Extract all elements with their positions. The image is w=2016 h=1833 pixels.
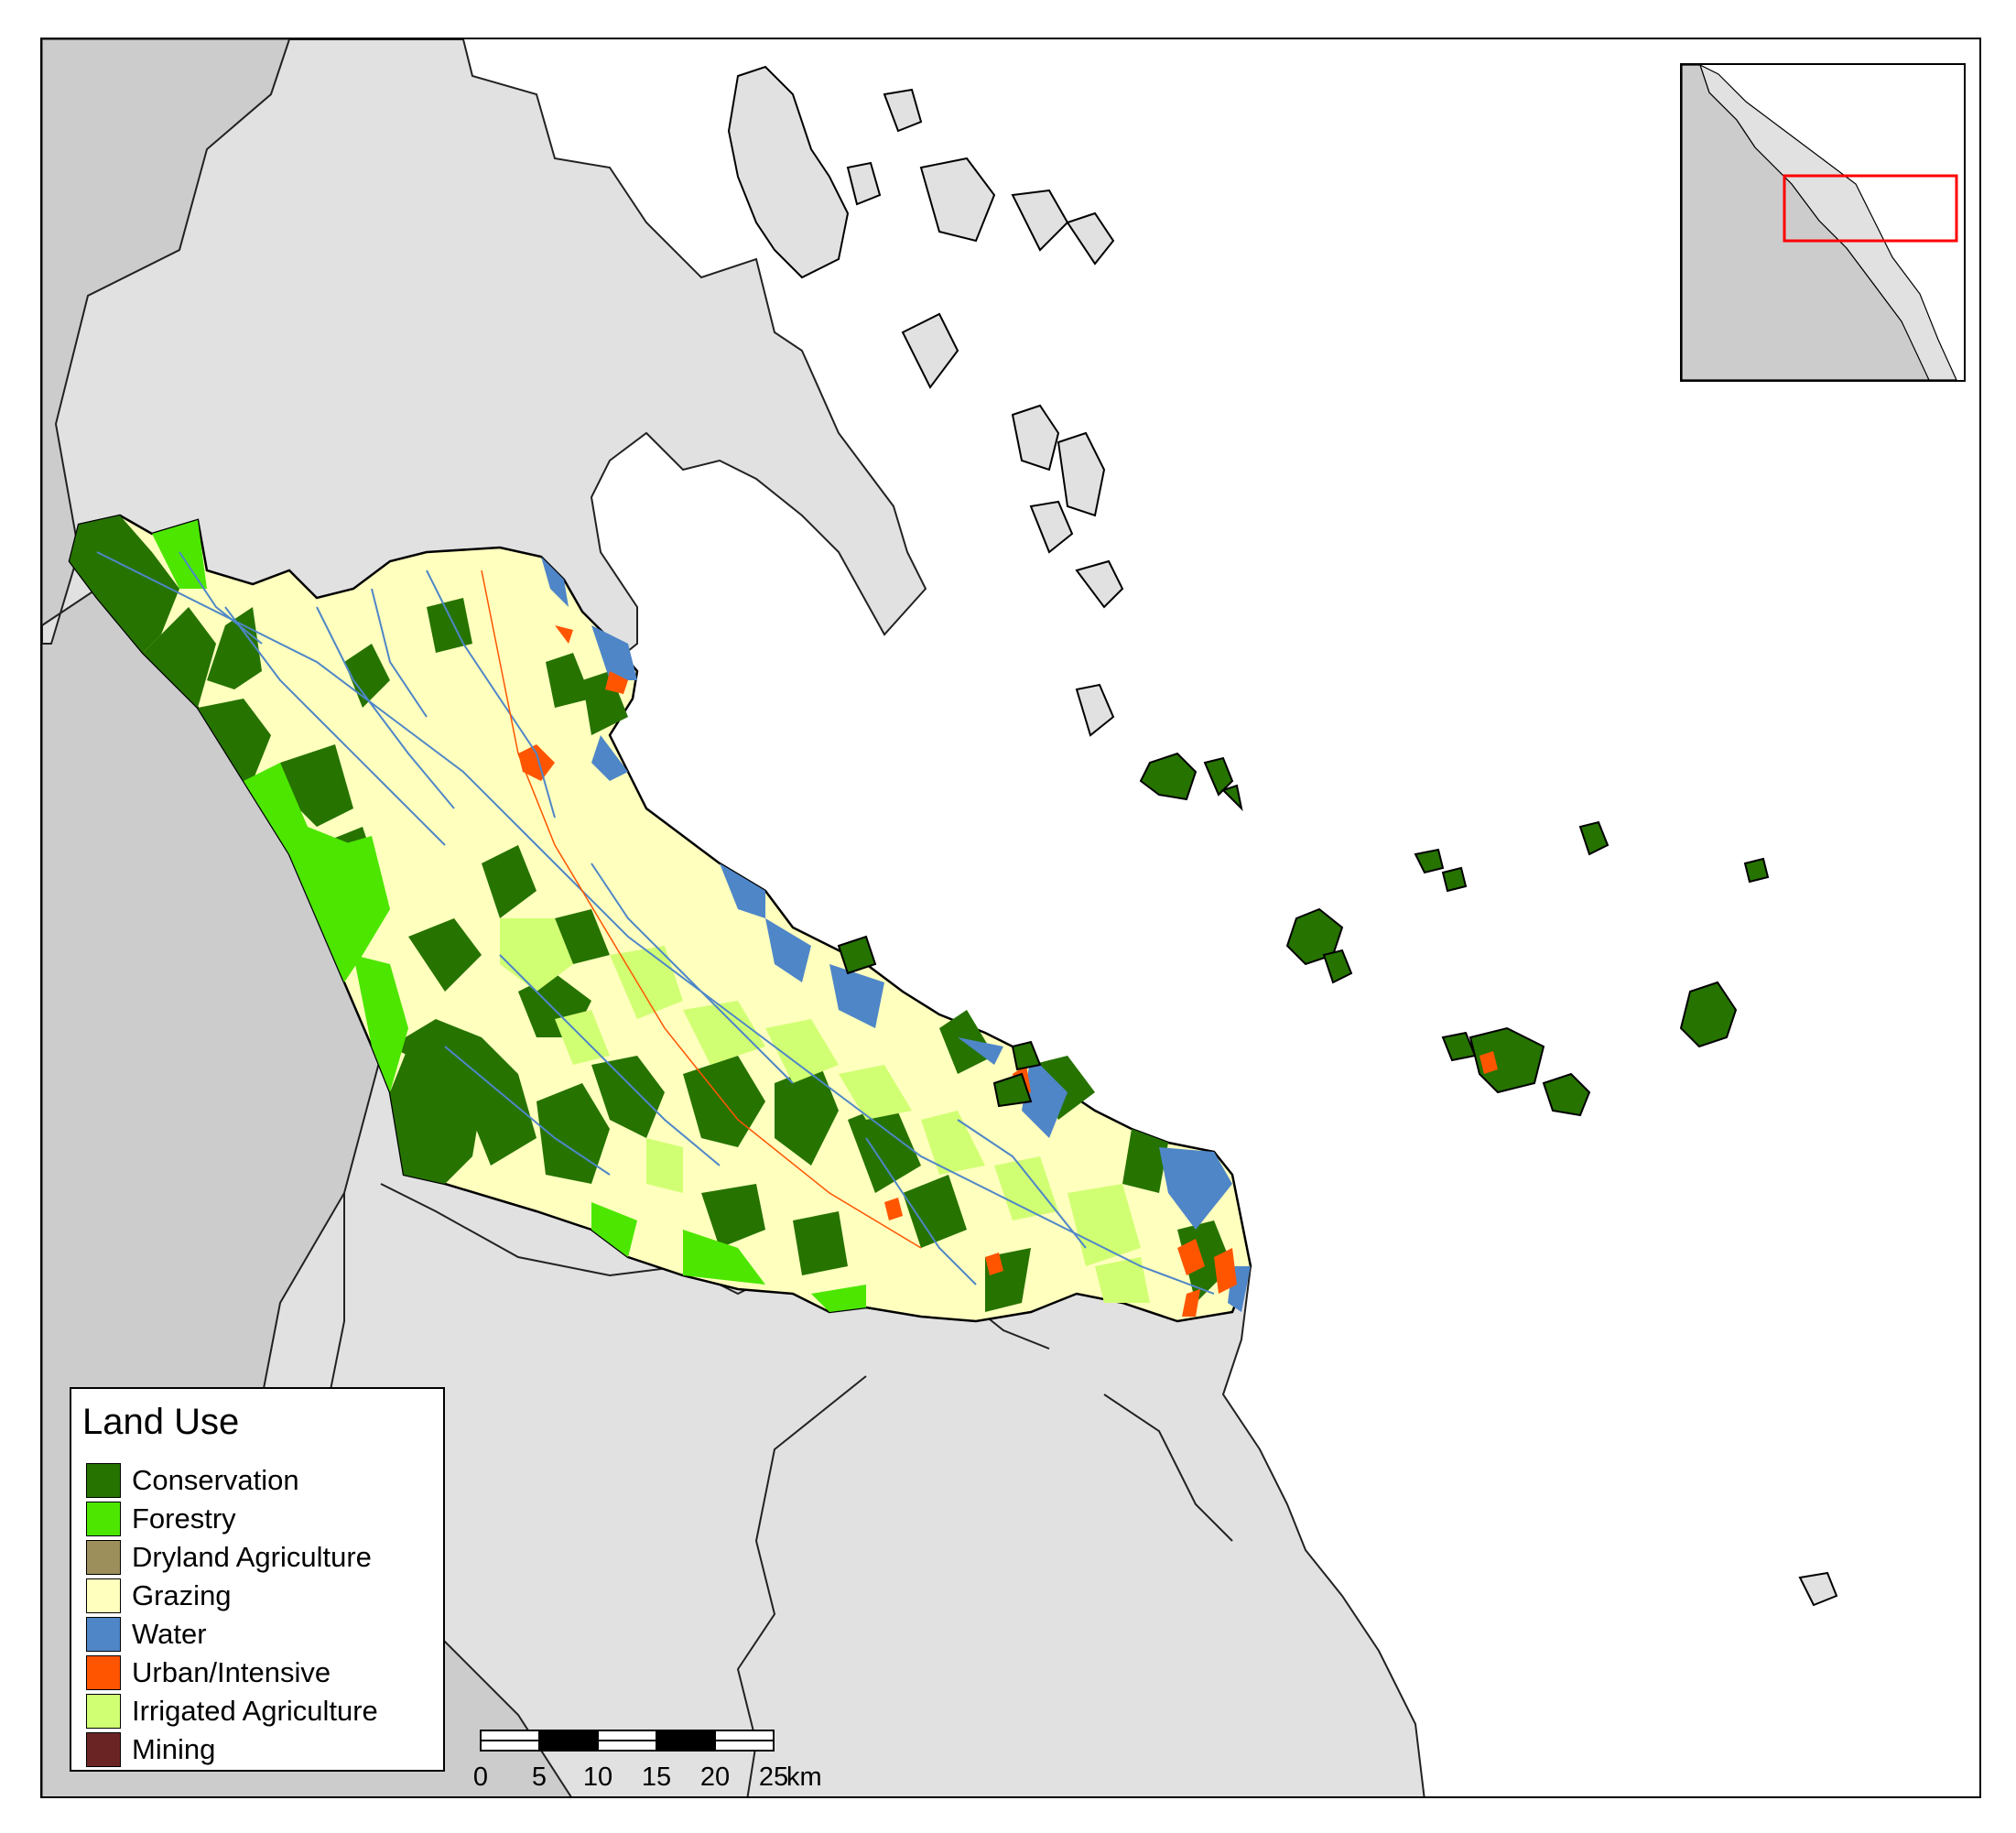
scale-tick-10: 10 <box>582 1762 613 1792</box>
inset-coastal-strip <box>1699 65 1957 380</box>
catchment-boundary-east <box>1103 1394 1233 1542</box>
legend-swatch-water <box>86 1617 121 1652</box>
legend-item-forestry: Forestry <box>86 1501 236 1537</box>
legend-swatch-forestry <box>86 1502 121 1536</box>
legend-label-conservation: Conservation <box>132 1464 299 1496</box>
legend-item-dryland-agriculture: Dryland Agriculture <box>86 1539 372 1576</box>
legend-label-grazing: Grazing <box>132 1579 232 1611</box>
road-network <box>481 569 922 1249</box>
legend-item-grazing: Grazing <box>86 1578 232 1614</box>
legend: Land Use Conservation Forestry Dryland A… <box>70 1387 445 1772</box>
coastal-islands <box>727 65 1838 1607</box>
forestry-patches <box>152 520 866 1312</box>
legend-label-dryland-agriculture: Dryland Agriculture <box>132 1541 372 1573</box>
scale-unit: km <box>786 1762 822 1792</box>
legend-swatch-conservation <box>86 1463 121 1498</box>
legend-swatch-urban-intensive <box>86 1655 121 1690</box>
river-network <box>96 551 1215 1295</box>
urban-island-patch <box>1479 1051 1498 1074</box>
legend-item-mining: Mining <box>86 1731 215 1768</box>
scale-tick-5: 5 <box>531 1762 547 1792</box>
scale-tick-25: 25 <box>758 1762 789 1792</box>
legend-label-forestry: Forestry <box>132 1502 236 1535</box>
legend-label-irrigated-agriculture: Irrigated Agriculture <box>132 1695 378 1727</box>
land-use-catchment <box>68 514 1252 1323</box>
legend-label-mining: Mining <box>132 1733 216 1765</box>
irrigated-agriculture-patches <box>500 918 1150 1303</box>
inset-land <box>1682 65 1930 380</box>
legend-swatch-grazing <box>86 1578 121 1613</box>
legend-item-irrigated-agriculture: Irrigated Agriculture <box>86 1693 378 1730</box>
legend-swatch-irrigated-agriculture <box>86 1694 121 1729</box>
legend-swatch-dryland-agriculture <box>86 1540 121 1575</box>
scale-tick-20: 20 <box>699 1762 731 1792</box>
legend-swatch-mining <box>86 1732 121 1767</box>
inset-svg <box>1682 65 1958 380</box>
inset-extent-box <box>1783 174 1958 243</box>
scale-tick-15: 15 <box>641 1762 672 1792</box>
legend-title: Land Use <box>82 1402 240 1442</box>
scale-bar-graphic <box>480 1730 775 1752</box>
scale-tick-0: 0 <box>472 1762 489 1792</box>
conservation-islands <box>837 752 1770 1117</box>
scale-bar: 0 5 10 15 20 25 km <box>473 1724 822 1796</box>
legend-label-water: Water <box>132 1618 207 1650</box>
locator-inset-map <box>1680 63 1966 382</box>
water-patches <box>541 557 1251 1312</box>
map-frame: Land Use Conservation Forestry Dryland A… <box>40 38 1981 1798</box>
legend-item-conservation: Conservation <box>86 1462 299 1499</box>
legend-item-urban-intensive: Urban/Intensive <box>86 1654 331 1691</box>
legend-label-urban-intensive: Urban/Intensive <box>132 1656 331 1688</box>
legend-item-water: Water <box>86 1616 207 1653</box>
